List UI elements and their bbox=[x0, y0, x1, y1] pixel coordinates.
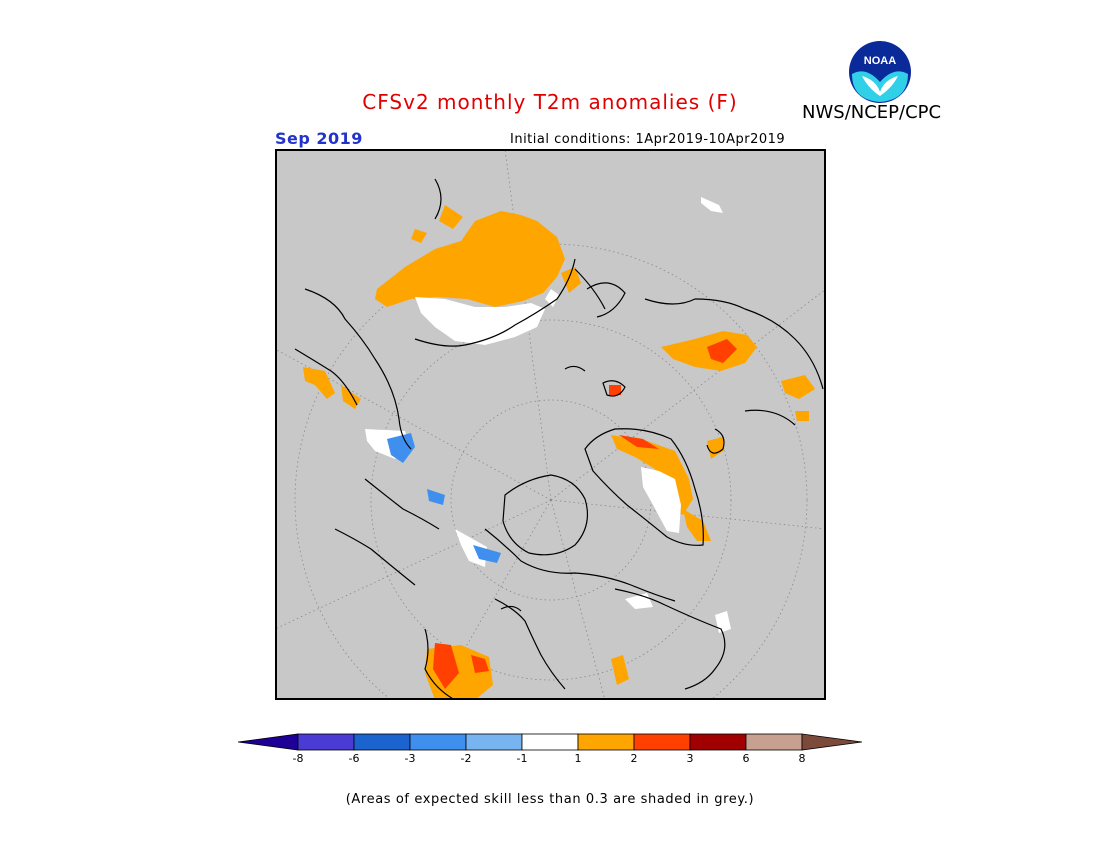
anomaly-region bbox=[561, 267, 581, 293]
noaa-logo: NOAA bbox=[849, 41, 911, 103]
colorbar-tick-label: 2 bbox=[630, 752, 638, 765]
meridian bbox=[550, 499, 826, 530]
anomaly-region bbox=[415, 297, 545, 345]
anomaly-region bbox=[427, 489, 445, 505]
latitude-circle bbox=[370, 319, 732, 681]
coastline bbox=[614, 588, 726, 690]
anomaly-region bbox=[439, 205, 463, 229]
coastline bbox=[584, 428, 704, 546]
colorbar-end-triangle-low bbox=[238, 733, 299, 751]
colorbar-bin bbox=[409, 733, 467, 751]
anomaly-region bbox=[387, 433, 415, 463]
colorbar-tick-label: 1 bbox=[574, 752, 582, 765]
anomaly-region bbox=[795, 411, 809, 421]
polar-map bbox=[275, 149, 826, 700]
coastline bbox=[502, 474, 588, 556]
colorbar-bin bbox=[353, 733, 411, 751]
colorbar-bin bbox=[297, 733, 355, 751]
anomaly-region bbox=[707, 339, 737, 363]
anomaly-region bbox=[707, 437, 723, 459]
coastline bbox=[602, 380, 626, 397]
colorbar-tick-label: -8 bbox=[292, 752, 304, 765]
colorbar-tick-label: 3 bbox=[686, 752, 694, 765]
coastline bbox=[294, 348, 358, 406]
colorbar-bin bbox=[745, 733, 803, 751]
colorbar-end-triangle-high bbox=[801, 733, 862, 751]
colorbar-tick-label: 6 bbox=[742, 752, 750, 765]
coastline bbox=[334, 528, 416, 586]
anomaly-region bbox=[471, 655, 489, 673]
map-background bbox=[275, 149, 826, 700]
anomaly-region bbox=[683, 509, 711, 541]
anomaly-region bbox=[545, 289, 559, 307]
map-border bbox=[275, 149, 826, 700]
colorbar-bin bbox=[633, 733, 691, 751]
anomaly-region bbox=[715, 611, 731, 633]
coastline bbox=[424, 628, 456, 700]
meridian bbox=[550, 288, 826, 501]
anomaly-region bbox=[619, 435, 659, 449]
colorbar bbox=[238, 733, 862, 751]
anomaly-region bbox=[411, 229, 427, 243]
coastline bbox=[744, 409, 796, 426]
coastline bbox=[484, 528, 676, 602]
anomaly-region bbox=[473, 545, 501, 563]
logo-text: NOAA bbox=[864, 55, 896, 67]
coastline bbox=[364, 478, 440, 530]
latitude-circle bbox=[294, 243, 808, 700]
colorbar-tick-label: -1 bbox=[516, 752, 528, 765]
footer-note: (Areas of expected skill less than 0.3 a… bbox=[345, 792, 755, 807]
colorbar-tick-label: 8 bbox=[798, 752, 806, 765]
coastline bbox=[500, 605, 522, 612]
coastline bbox=[644, 298, 824, 390]
initial-conditions: Initial conditions: 1Apr2019-10Apr2019 bbox=[510, 132, 786, 147]
colorbar-bin bbox=[577, 733, 635, 751]
colorbar-tick-label: -2 bbox=[460, 752, 472, 765]
coastline bbox=[706, 428, 725, 454]
coastline bbox=[434, 178, 442, 220]
anomaly-region bbox=[303, 367, 335, 399]
agency-label: NWS/NCEP/CPC bbox=[802, 102, 942, 123]
colorbar-bin bbox=[689, 733, 747, 751]
coastline bbox=[414, 258, 576, 347]
coastline bbox=[494, 598, 566, 690]
anomaly-region bbox=[611, 655, 629, 685]
anomaly-region bbox=[781, 375, 815, 399]
colorbar-bin bbox=[465, 733, 523, 751]
colorbar-tick-label: -3 bbox=[404, 752, 416, 765]
coastline bbox=[304, 288, 412, 450]
anomaly-region bbox=[701, 197, 723, 213]
coastline bbox=[586, 282, 626, 318]
anomaly-region bbox=[609, 385, 621, 395]
meridian bbox=[550, 499, 606, 700]
anomaly-region bbox=[641, 467, 681, 533]
colorbar-tick-label: -6 bbox=[348, 752, 360, 765]
coastline bbox=[574, 268, 606, 310]
map-title: CFSv2 monthly T2m anomalies (F) bbox=[362, 90, 738, 114]
anomaly-region bbox=[433, 643, 459, 689]
coastline bbox=[564, 365, 586, 372]
valid-month: Sep 2019 bbox=[275, 129, 363, 148]
colorbar-bin bbox=[521, 733, 579, 751]
meridian bbox=[504, 149, 552, 501]
meridian bbox=[275, 499, 552, 630]
anomaly-region bbox=[375, 211, 565, 307]
